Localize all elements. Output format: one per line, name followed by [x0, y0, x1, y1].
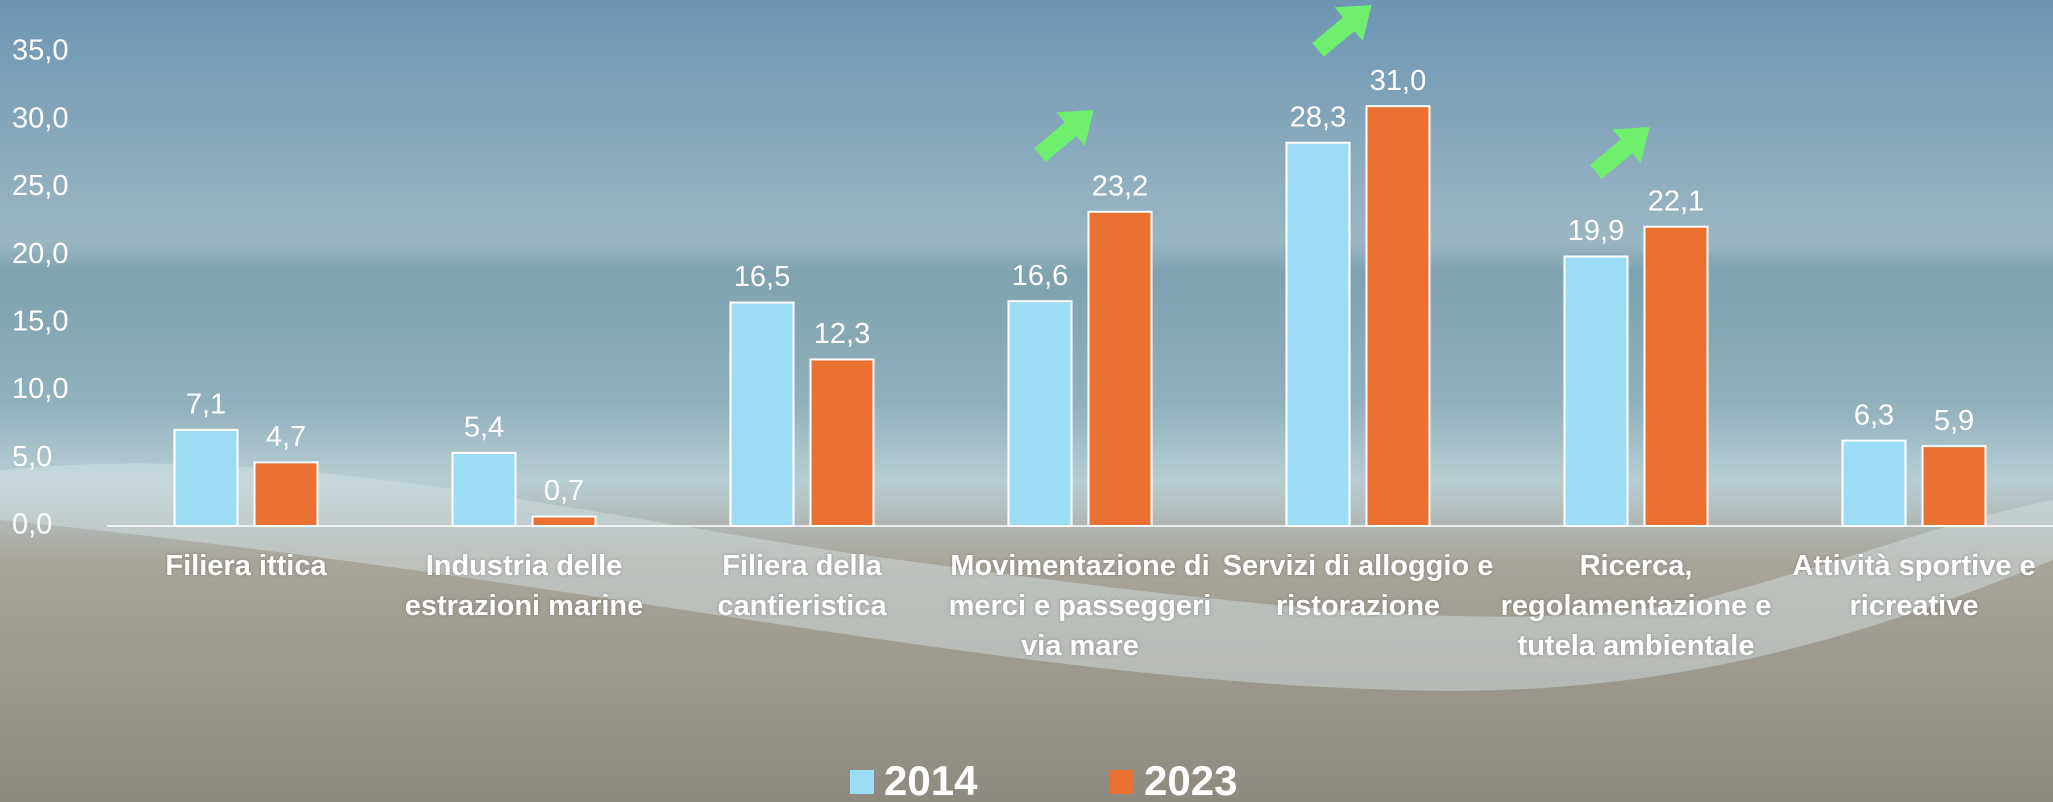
trend-arrow	[1034, 110, 1094, 162]
y-tick-label: 25,0	[12, 170, 68, 202]
x-tick-label: Attività sportive e ricreative	[1792, 550, 2036, 622]
value-label: 31,0	[1370, 65, 1426, 97]
bar	[1365, 105, 1431, 528]
value-label: 19,9	[1568, 215, 1624, 247]
bar	[531, 515, 597, 528]
x-tick-label: Movimentazione di merci e passeggeri via…	[948, 550, 1212, 662]
x-tick-label: Filiera della cantieristica	[717, 550, 887, 622]
value-label: 12,3	[814, 318, 870, 350]
value-label: 28,3	[1290, 101, 1346, 133]
x-tick-label: Filiera ittica	[165, 550, 327, 582]
bar	[1285, 141, 1351, 527]
bar	[1643, 225, 1709, 527]
value-label: 6,3	[1854, 399, 1894, 431]
value-label: 4,7	[266, 421, 306, 453]
bar	[1087, 210, 1153, 527]
y-tick-label: 5,0	[12, 441, 52, 473]
legend-label: 2023	[1144, 757, 1237, 802]
legend-label: 2014	[884, 757, 978, 802]
bar	[173, 428, 239, 527]
value-label: 7,1	[186, 389, 226, 421]
bar	[1563, 255, 1629, 527]
trend-arrow	[1312, 5, 1372, 57]
y-tick-label: 15,0	[12, 306, 68, 338]
x-tick-label: Servizi di alloggio e ristorazione	[1222, 550, 1494, 622]
value-label: 23,2	[1092, 170, 1148, 202]
x-tick-label: Ricerca, regolamentazione e tutela ambie…	[1500, 550, 1772, 662]
legend-swatch	[1110, 770, 1134, 794]
bar	[1007, 300, 1073, 527]
legend-swatch	[850, 770, 874, 794]
y-tick-label: 0,0	[12, 509, 52, 541]
y-tick-label: 10,0	[12, 373, 68, 405]
value-label: 5,9	[1934, 405, 1974, 437]
y-tick-label: 35,0	[12, 35, 68, 67]
value-label: 16,6	[1012, 260, 1068, 292]
bar	[809, 358, 875, 527]
y-tick-label: 30,0	[12, 102, 68, 134]
arrows	[1034, 5, 1650, 179]
trend-arrow	[1590, 127, 1650, 179]
value-label: 16,5	[734, 261, 790, 293]
bar	[451, 451, 517, 527]
bar	[729, 301, 795, 527]
bar	[1841, 439, 1907, 527]
y-tick-label: 20,0	[12, 238, 68, 270]
bar	[1921, 445, 1987, 527]
bar	[253, 461, 319, 527]
value-label: 22,1	[1648, 185, 1704, 217]
value-label: 0,7	[544, 475, 584, 507]
x-tick-label: Industria delle estrazioni marine	[404, 550, 644, 622]
value-label: 5,4	[464, 412, 504, 444]
